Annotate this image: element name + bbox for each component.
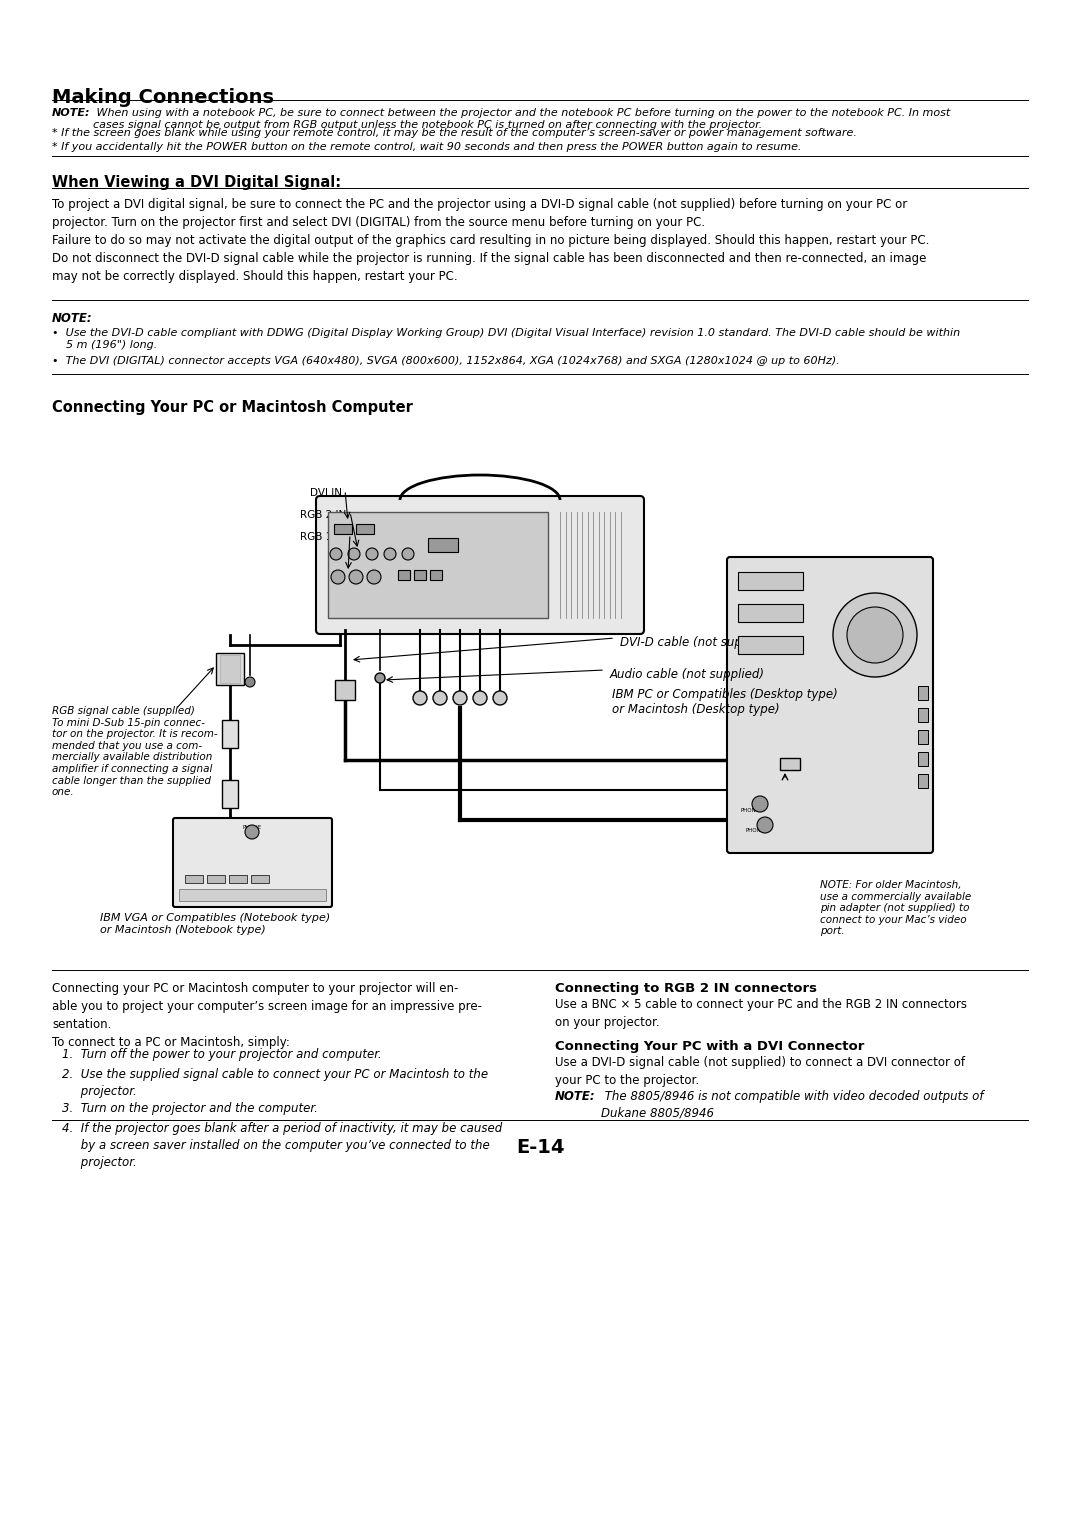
FancyBboxPatch shape xyxy=(173,818,332,906)
Text: •  Use the DVI-D cable compliant with DDWG (Digital Display Working Group) DVI (: • Use the DVI-D cable compliant with DDW… xyxy=(52,328,960,349)
Text: * If you accidentally hit the POWER button on the remote control, wait 90 second: * If you accidentally hit the POWER butt… xyxy=(52,142,801,153)
Bar xyxy=(179,890,326,900)
Circle shape xyxy=(433,691,447,705)
Circle shape xyxy=(349,571,363,584)
Text: DVI-D cable (not supplied): DVI-D cable (not supplied) xyxy=(620,636,775,649)
Bar xyxy=(428,539,458,552)
Bar xyxy=(251,874,269,884)
Bar xyxy=(918,752,928,766)
Text: PHONE: PHONE xyxy=(745,829,765,833)
Bar xyxy=(414,571,426,580)
Bar xyxy=(816,877,1031,960)
Text: RGB signal cable (supplied)
To mini D-Sub 15-pin connec-
tor on the projector. I: RGB signal cable (supplied) To mini D-Su… xyxy=(52,707,218,797)
Bar xyxy=(356,523,374,534)
FancyBboxPatch shape xyxy=(316,496,644,633)
Text: NOTE:: NOTE: xyxy=(52,311,93,325)
Bar xyxy=(780,758,800,771)
Text: RGB 2 IN: RGB 2 IN xyxy=(300,510,347,520)
Text: PHONE: PHONE xyxy=(242,826,261,830)
Circle shape xyxy=(384,548,396,560)
FancyBboxPatch shape xyxy=(727,557,933,853)
Circle shape xyxy=(348,548,360,560)
Bar xyxy=(738,572,804,591)
Bar xyxy=(918,708,928,722)
Bar xyxy=(918,774,928,787)
Text: IBM VGA or Compatibles (Notebook type)
or Macintosh (Notebook type): IBM VGA or Compatibles (Notebook type) o… xyxy=(100,913,330,934)
Text: NOTE:: NOTE: xyxy=(52,108,91,118)
Bar xyxy=(399,571,410,580)
Text: 1.  Turn off the power to your projector and computer.: 1. Turn off the power to your projector … xyxy=(62,1048,381,1061)
Bar xyxy=(222,720,238,748)
Text: 4.  If the projector goes blank after a period of inactivity, it may be caused
 : 4. If the projector goes blank after a p… xyxy=(62,1122,502,1169)
Text: Connecting Your PC with a DVI Connector: Connecting Your PC with a DVI Connector xyxy=(555,1041,864,1053)
Bar xyxy=(207,874,225,884)
Text: The 8805/8946 is not compatible with video decoded outputs of
Dukane 8805/8946: The 8805/8946 is not compatible with vid… xyxy=(600,1090,984,1120)
Circle shape xyxy=(366,548,378,560)
Text: DVI IN: DVI IN xyxy=(310,488,342,497)
Bar xyxy=(220,655,240,684)
Text: RGB 1 IN: RGB 1 IN xyxy=(300,533,347,542)
Text: Making Connections: Making Connections xyxy=(52,89,274,107)
Bar xyxy=(185,874,203,884)
Circle shape xyxy=(492,691,507,705)
Bar xyxy=(918,687,928,700)
Bar xyxy=(738,636,804,655)
Bar xyxy=(334,523,352,534)
Text: E-14: E-14 xyxy=(516,1138,564,1157)
Bar xyxy=(222,780,238,807)
Bar xyxy=(335,681,355,700)
Circle shape xyxy=(453,691,467,705)
Text: Connecting your PC or Macintosh computer to your projector will en-
able you to : Connecting your PC or Macintosh computer… xyxy=(52,983,482,1048)
Text: Connecting to RGB 2 IN connectors: Connecting to RGB 2 IN connectors xyxy=(555,983,816,995)
Circle shape xyxy=(330,548,342,560)
Text: To project a DVI digital signal, be sure to connect the PC and the projector usi: To project a DVI digital signal, be sure… xyxy=(52,198,930,282)
Circle shape xyxy=(245,678,255,687)
Circle shape xyxy=(375,673,384,684)
Bar xyxy=(328,513,548,618)
Text: NOTE:: NOTE: xyxy=(555,1090,596,1103)
Circle shape xyxy=(367,571,381,584)
Bar xyxy=(229,874,247,884)
Text: 2.  Use the supplied signal cable to connect your PC or Macintosh to the
     pr: 2. Use the supplied signal cable to conn… xyxy=(62,1068,488,1099)
Circle shape xyxy=(245,826,259,839)
Circle shape xyxy=(757,816,773,833)
Text: PHONE: PHONE xyxy=(741,807,759,813)
Circle shape xyxy=(473,691,487,705)
Circle shape xyxy=(752,797,768,812)
Text: * If the screen goes blank while using your remote control, it may be the result: * If the screen goes blank while using y… xyxy=(52,128,856,137)
Circle shape xyxy=(847,607,903,662)
Text: •  The DVI (DIGITAL) connector accepts VGA (640x480), SVGA (800x600), 1152x864, : • The DVI (DIGITAL) connector accepts VG… xyxy=(52,356,840,366)
Text: Audio cable (not supplied): Audio cable (not supplied) xyxy=(610,668,765,681)
Bar xyxy=(430,571,442,580)
Text: IBM PC or Compatibles (Desktop type)
or Macintosh (Desktop type): IBM PC or Compatibles (Desktop type) or … xyxy=(612,688,838,716)
Bar xyxy=(216,653,244,685)
Bar xyxy=(918,729,928,745)
Text: Use a DVI-D signal cable (not supplied) to connect a DVI connector of
your PC to: Use a DVI-D signal cable (not supplied) … xyxy=(555,1056,966,1087)
Text: When Viewing a DVI Digital Signal:: When Viewing a DVI Digital Signal: xyxy=(52,175,341,191)
Text: 3.  Turn on the projector and the computer.: 3. Turn on the projector and the compute… xyxy=(62,1102,318,1116)
Text: When using with a notebook PC, be sure to connect between the projector and the : When using with a notebook PC, be sure t… xyxy=(93,108,950,130)
Bar xyxy=(738,604,804,623)
Circle shape xyxy=(833,594,917,678)
Circle shape xyxy=(402,548,414,560)
Text: Connecting Your PC or Macintosh Computer: Connecting Your PC or Macintosh Computer xyxy=(52,400,413,415)
Circle shape xyxy=(413,691,427,705)
Circle shape xyxy=(330,571,345,584)
Text: NOTE: For older Macintosh,
use a commercially available
pin adapter (not supplie: NOTE: For older Macintosh, use a commerc… xyxy=(820,881,971,937)
Text: Use a BNC × 5 cable to connect your PC and the RGB 2 IN connectors
on your proje: Use a BNC × 5 cable to connect your PC a… xyxy=(555,998,967,1029)
